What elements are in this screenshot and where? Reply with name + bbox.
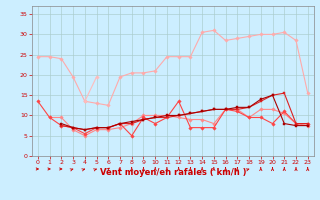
- X-axis label: Vent moyen/en rafales ( km/h ): Vent moyen/en rafales ( km/h ): [100, 168, 246, 177]
